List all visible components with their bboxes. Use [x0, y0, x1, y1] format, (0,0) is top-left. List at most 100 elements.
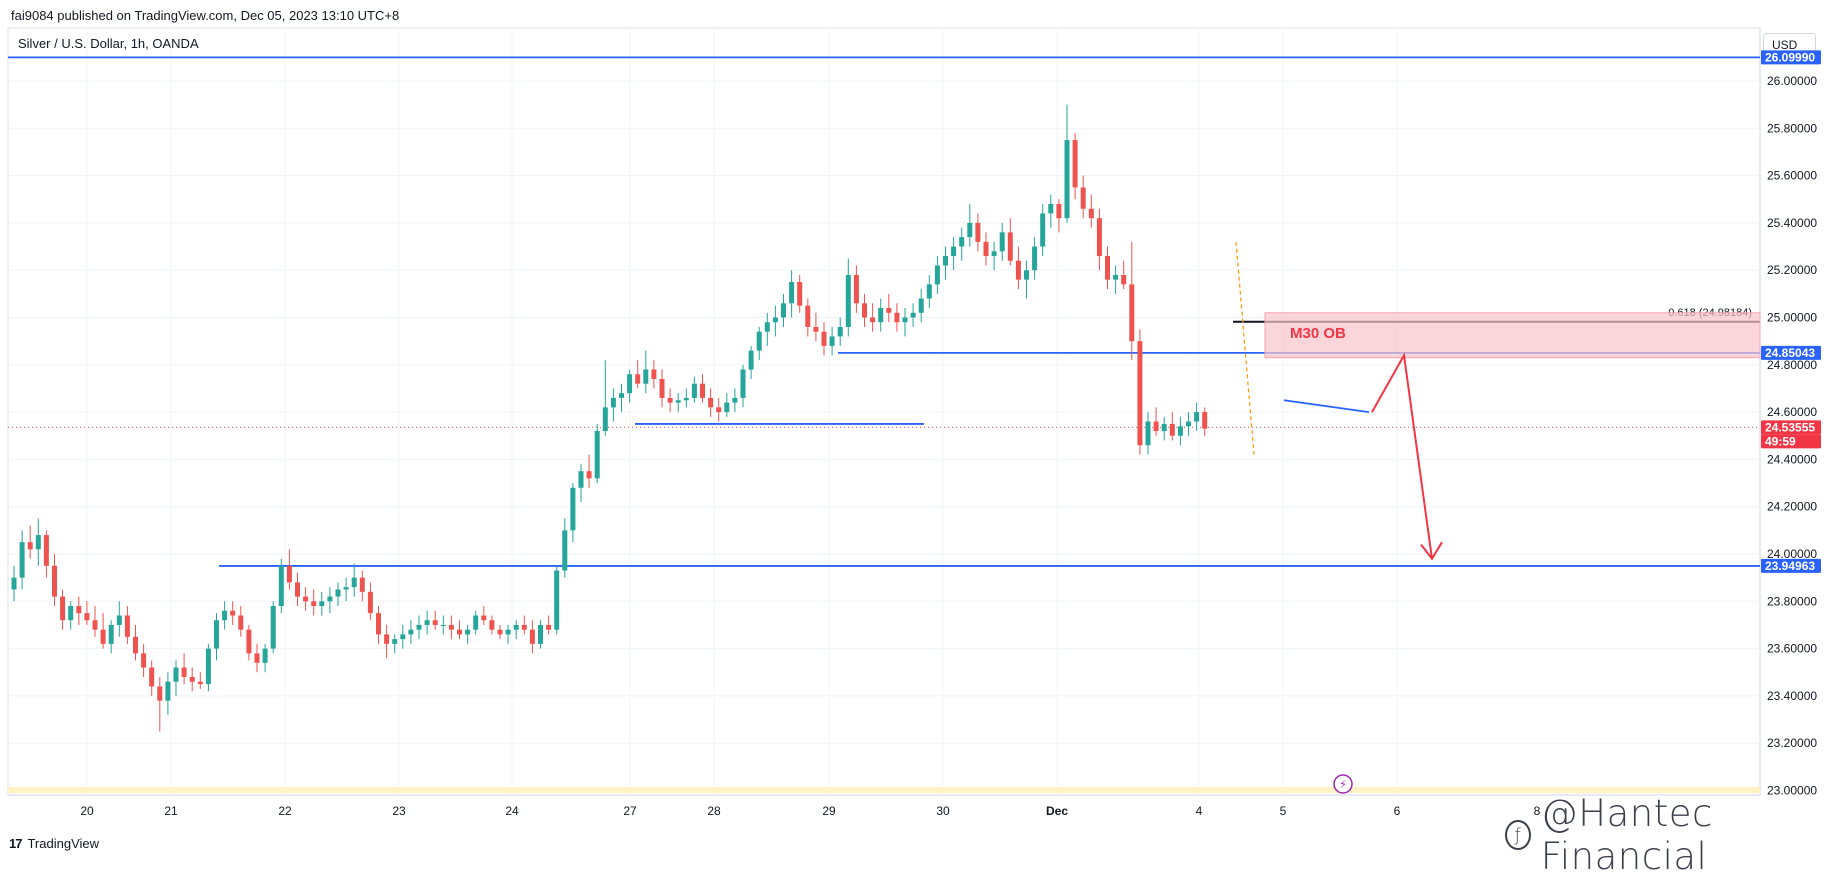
y-tick-label: 24.60000 [1767, 405, 1817, 419]
candle-body [521, 624, 527, 630]
x-tick-label: 4 [1196, 804, 1203, 818]
candle-body [359, 577, 365, 592]
candle-body [205, 648, 211, 685]
y-tick-label: 26.00000 [1767, 74, 1817, 88]
candle-body [1096, 218, 1102, 257]
price-label-blue: 24.85043 [1765, 346, 1815, 360]
candle-body [1169, 423, 1175, 436]
price-label-bg [1761, 558, 1821, 573]
candle-body [1064, 140, 1070, 219]
candle-body [1032, 246, 1038, 271]
candle-body [165, 681, 171, 701]
candle-body [481, 615, 487, 621]
candle-body [1056, 203, 1062, 219]
y-tick-label: 24.80000 [1767, 358, 1817, 372]
candle-body [1007, 232, 1013, 261]
candle-body [1088, 208, 1094, 219]
candle-body [27, 542, 33, 550]
candle-body [1194, 412, 1200, 422]
price-axis[interactable]: 26.00000 25.80000 25.60000 25.40000 25.20000… [1761, 50, 1821, 798]
candle-body [910, 312, 916, 318]
candle-body [173, 667, 179, 682]
candle-body [975, 222, 981, 242]
candle-body [1113, 274, 1119, 280]
candle-body [270, 606, 276, 649]
candle-body [651, 369, 657, 379]
candle-body [68, 606, 74, 621]
candle-body [473, 615, 479, 630]
candle-body [262, 648, 268, 663]
price-label-bg [1761, 420, 1821, 435]
candle-body [562, 530, 568, 571]
candle-body [578, 471, 584, 488]
candle-body [465, 629, 471, 635]
x-tick-label: 28 [707, 804, 721, 818]
candle-body [246, 629, 252, 654]
forecast-arrow-path[interactable] [1371, 352, 1433, 559]
candle-body [238, 615, 244, 630]
candle-body [772, 317, 778, 323]
candle-body [84, 613, 90, 621]
order-block-rect[interactable] [1264, 312, 1761, 359]
candle-body [610, 397, 616, 408]
candle-body [837, 326, 843, 337]
candle-body [586, 471, 592, 479]
projection-dashed-line[interactable] [1235, 241, 1255, 455]
candle-body [1145, 421, 1151, 446]
candle-body [489, 620, 495, 630]
candle-body [197, 681, 203, 685]
candle-body [797, 282, 803, 306]
candle-body [52, 565, 57, 597]
candle-body [424, 620, 430, 625]
price-label-red: 24.53555 [1765, 420, 1815, 434]
candle-body [254, 653, 260, 663]
time-axis[interactable]: 20 21 22 23 24 27 28 29 30 Dec 4 5 6 8 [80, 804, 1540, 818]
candle-body [691, 383, 697, 398]
candle-body [133, 636, 138, 654]
candle-body [667, 397, 673, 403]
session-band [8, 787, 1760, 793]
grid [7, 27, 1761, 796]
price-label-bg [1761, 345, 1821, 360]
candle-body [870, 317, 876, 323]
trend-drawings[interactable]: ⚡ [1235, 241, 1443, 794]
order-block-zone[interactable]: M30 OB [1264, 312, 1761, 359]
candle-body [384, 634, 390, 644]
candle-body [222, 610, 228, 621]
price-label-bg [1761, 434, 1821, 449]
candle-body [675, 400, 681, 403]
candle-body [1129, 284, 1135, 342]
currency-selector[interactable]: USD [1763, 33, 1816, 55]
lightning-icon[interactable] [1333, 774, 1353, 794]
x-tick-label: 20 [80, 804, 94, 818]
candle-body [1072, 140, 1078, 188]
candle-body [351, 577, 357, 588]
horizontal-levels[interactable]: 0.618 (24.98184) [8, 56, 1760, 567]
candle-body [708, 397, 714, 408]
x-tick-label: 24 [505, 804, 519, 818]
candle-body [643, 369, 649, 384]
candle-body [853, 274, 859, 304]
candle-body [716, 407, 722, 413]
candle-body [635, 374, 641, 384]
candle-body [108, 624, 114, 644]
candle-body [124, 615, 130, 637]
forecast-arrow-head[interactable] [1420, 541, 1443, 561]
tradingview-logo[interactable]: 17 TradingView [9, 836, 99, 851]
consolidation-trendline[interactable] [1283, 399, 1370, 413]
y-tick-label: 23.80000 [1767, 594, 1817, 608]
candle-body [602, 407, 608, 432]
candle-body [756, 331, 762, 351]
candle-body [214, 620, 219, 649]
candle-body [902, 317, 908, 323]
candle-body [538, 624, 543, 644]
candle-body [732, 397, 738, 403]
candle-body [570, 487, 576, 531]
candle-body [295, 582, 300, 597]
symbol-title[interactable]: Silver / U.S. Dollar, 1h, OANDA [18, 36, 199, 51]
candle-body [1202, 412, 1208, 429]
y-tick-label: 24.20000 [1767, 500, 1817, 514]
candle-body [230, 610, 236, 616]
candle-body [19, 542, 25, 578]
